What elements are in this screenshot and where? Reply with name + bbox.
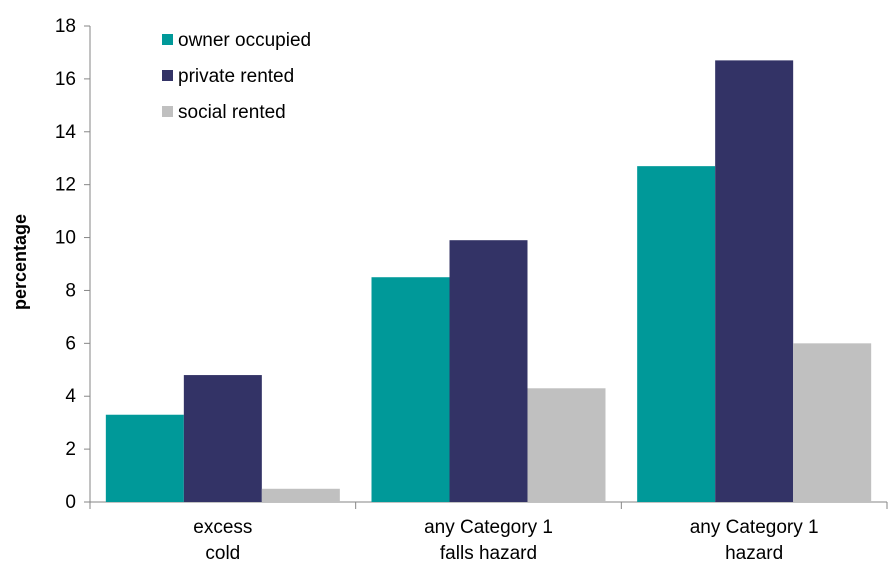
bar-social-rented [527, 388, 606, 502]
legend-swatch [162, 70, 173, 81]
y-tick-label: 14 [55, 122, 77, 143]
bar-owner-occupied [637, 166, 716, 502]
x-category-label: falls hazard [440, 543, 537, 564]
y-tick-label: 16 [55, 69, 76, 90]
y-tick-label: 18 [55, 16, 76, 37]
x-category-label: hazard [725, 543, 783, 564]
legend-swatch [162, 106, 173, 117]
y-tick-label: 2 [65, 439, 76, 460]
x-category-label: any Category 1 [424, 517, 553, 538]
bar-social-rented [793, 343, 872, 502]
bars [105, 60, 872, 502]
y-tick-label: 12 [55, 175, 76, 196]
legend-swatch [162, 34, 173, 45]
legend-label: owner occupied [178, 30, 311, 51]
y-tick-label: 4 [65, 386, 76, 407]
y-tick-label: 6 [65, 333, 76, 354]
legend: owner occupied private rented social rente… [162, 30, 311, 123]
y-tick-label: 0 [65, 492, 76, 513]
legend-label: social rented [178, 102, 286, 123]
bar-social-rented [261, 488, 340, 502]
y-tick-label: 8 [65, 280, 76, 301]
bar-owner-occupied [105, 414, 184, 502]
y-tick-label: 10 [55, 228, 76, 249]
x-category-label: any Category 1 [690, 517, 819, 538]
x-category-label: excess [193, 517, 252, 538]
bar-private-rented [715, 60, 794, 502]
y-axis-title: percentage [10, 214, 30, 310]
x-category-label: cold [205, 543, 240, 564]
legend-label: private rented [178, 66, 294, 87]
bar-private-rented [449, 240, 528, 502]
x-axis: excess cold any Category 1 falls hazard any … [89, 501, 888, 564]
bar-private-rented [183, 375, 262, 502]
bar-owner-occupied [371, 277, 450, 502]
y-axis: 0 2 4 6 8 10 12 14 16 18 [55, 16, 91, 513]
